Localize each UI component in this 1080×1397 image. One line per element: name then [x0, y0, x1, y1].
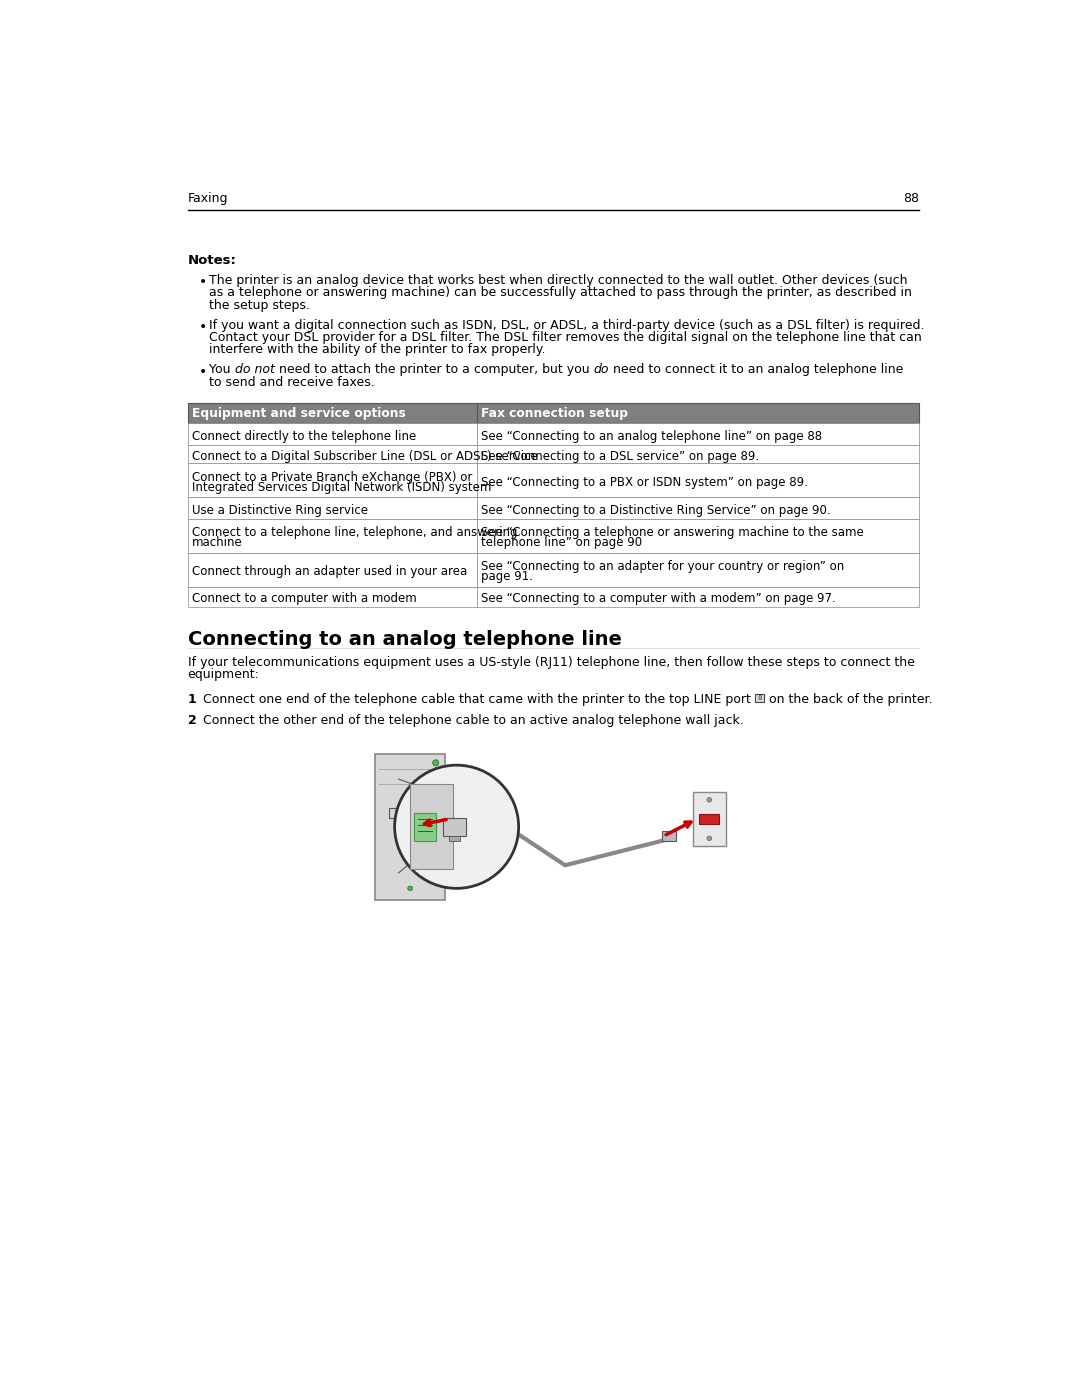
Bar — [476, 404, 919, 423]
Circle shape — [707, 835, 712, 841]
Text: See “Connecting to a DSL service” on page 89.: See “Connecting to a DSL service” on pag… — [481, 450, 758, 462]
Text: as a telephone or answering machine) can be successfully attached to pass throug: as a telephone or answering machine) can… — [210, 286, 913, 299]
Text: Connect the other end of the telephone cable to an active analog telephone wall : Connect the other end of the telephone c… — [203, 714, 744, 728]
Text: on the back of the printer.: on the back of the printer. — [765, 693, 933, 705]
Bar — [188, 464, 476, 497]
Text: 2: 2 — [188, 714, 197, 728]
Text: need to connect it to an analog telephone line: need to connect it to an analog telephon… — [609, 363, 903, 376]
Text: Contact your DSL provider for a DSL filter. The DSL filter removes the digital s: Contact your DSL provider for a DSL filt… — [210, 331, 922, 344]
Bar — [410, 784, 453, 869]
Bar — [476, 553, 919, 587]
Text: Integrated Services Digital Network (ISDN) system: Integrated Services Digital Network (ISD… — [191, 481, 491, 495]
Text: Connect one end of the telephone cable that came with the printer to the top LIN: Connect one end of the telephone cable t… — [203, 693, 755, 705]
Text: The printer is an analog device that works best when directly connected to the w: The printer is an analog device that wor… — [210, 274, 908, 286]
Bar — [188, 444, 476, 464]
Text: See “Connecting to an analog telephone line” on page 88: See “Connecting to an analog telephone l… — [481, 430, 822, 443]
Text: If your telecommunications equipment uses a US-style (RJ11) telephone line, then: If your telecommunications equipment use… — [188, 655, 915, 669]
Text: •: • — [199, 365, 206, 379]
Text: Connect to a computer with a modem: Connect to a computer with a modem — [191, 592, 416, 605]
Circle shape — [433, 773, 438, 778]
Text: interfere with the ability of the printer to fax properly.: interfere with the ability of the printe… — [210, 344, 545, 356]
Text: If you want a digital connection such as ISDN, DSL, or ADSL, a third-party devic: If you want a digital connection such as… — [210, 319, 924, 331]
Text: do not: do not — [235, 363, 274, 376]
Bar — [476, 423, 919, 444]
Bar — [476, 518, 919, 553]
Text: Connect to a telephone line, telephone, and answering: Connect to a telephone line, telephone, … — [191, 527, 517, 539]
Text: machine: machine — [191, 536, 242, 549]
Circle shape — [408, 886, 413, 891]
Bar — [188, 587, 476, 606]
Text: Connect through an adapter used in your area: Connect through an adapter used in your … — [191, 566, 467, 578]
Text: do: do — [593, 363, 609, 376]
Text: 8: 8 — [757, 694, 762, 701]
Text: Faxing: Faxing — [188, 191, 228, 204]
Bar — [443, 817, 465, 835]
Text: •: • — [199, 275, 206, 289]
Text: Equipment and service options: Equipment and service options — [191, 407, 405, 419]
Text: Connect directly to the telephone line: Connect directly to the telephone line — [191, 430, 416, 443]
Text: Use a Distinctive Ring service: Use a Distinctive Ring service — [191, 503, 367, 517]
Bar — [188, 497, 476, 518]
Bar — [389, 807, 406, 819]
Text: See “Connecting to a Distinctive Ring Service” on page 90.: See “Connecting to a Distinctive Ring Se… — [481, 503, 831, 517]
Bar — [449, 835, 460, 841]
Bar — [188, 553, 476, 587]
Bar — [476, 497, 919, 518]
Text: •: • — [199, 320, 206, 334]
Bar — [693, 792, 726, 847]
Text: 1: 1 — [188, 693, 197, 705]
Text: need to attach the printer to a computer, but you: need to attach the printer to a computer… — [274, 363, 593, 376]
Circle shape — [707, 798, 712, 802]
Text: Connect to a Digital Subscriber Line (DSL or ADSL) service: Connect to a Digital Subscriber Line (DS… — [191, 450, 538, 462]
Circle shape — [394, 766, 518, 888]
Text: See “Connecting a telephone or answering machine to the same: See “Connecting a telephone or answering… — [481, 527, 863, 539]
Text: equipment:: equipment: — [188, 668, 259, 682]
Text: Notes:: Notes: — [188, 254, 237, 267]
Text: See “Connecting to a computer with a modem” on page 97.: See “Connecting to a computer with a mod… — [481, 592, 835, 605]
Text: telephone line” on page 90: telephone line” on page 90 — [481, 536, 642, 549]
Bar — [476, 444, 919, 464]
Bar — [699, 813, 719, 824]
Bar — [476, 587, 919, 606]
Bar — [414, 813, 435, 841]
Text: Fax connection setup: Fax connection setup — [481, 407, 627, 419]
Circle shape — [433, 760, 438, 766]
Text: page 91.: page 91. — [481, 570, 532, 584]
Text: You: You — [210, 363, 235, 376]
Text: to send and receive faxes.: to send and receive faxes. — [210, 376, 375, 388]
Bar — [476, 464, 919, 497]
Bar — [188, 404, 476, 423]
Bar — [662, 831, 676, 841]
Bar — [375, 753, 445, 900]
Text: Connect to a Private Branch eXchange (PBX) or: Connect to a Private Branch eXchange (PB… — [191, 471, 472, 483]
Bar — [755, 693, 765, 703]
Text: See “Connecting to a PBX or ISDN system” on page 89.: See “Connecting to a PBX or ISDN system”… — [481, 476, 808, 489]
Text: 88: 88 — [903, 191, 919, 204]
Bar — [188, 423, 476, 444]
Text: Connecting to an analog telephone line: Connecting to an analog telephone line — [188, 630, 622, 648]
Bar — [188, 518, 476, 553]
Text: the setup steps.: the setup steps. — [210, 299, 310, 312]
Text: See “Connecting to an adapter for your country or region” on: See “Connecting to an adapter for your c… — [481, 560, 843, 573]
